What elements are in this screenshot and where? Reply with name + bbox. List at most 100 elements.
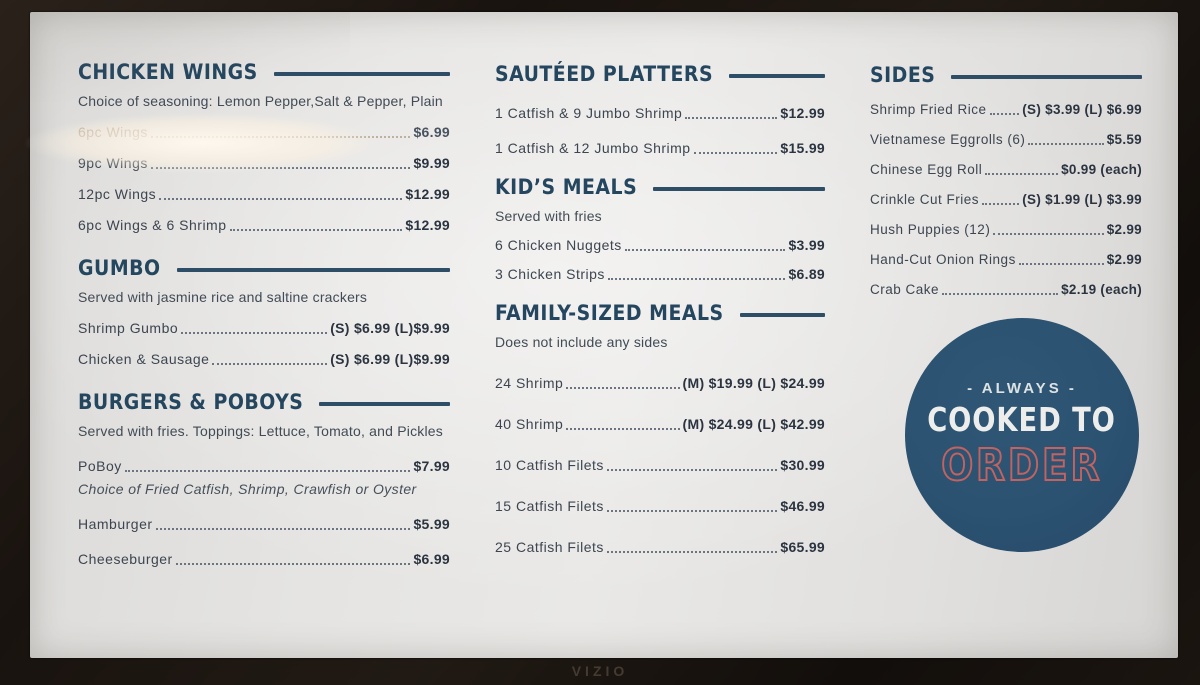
- item-name: 1 Catfish & 9 Jumbo Shrimp: [495, 105, 683, 121]
- item-price: (M) $19.99 (L) $24.99: [682, 375, 825, 391]
- section-items: PoBoy $7.99 Choice of Fried Catfish, Shrim…: [78, 458, 450, 568]
- menu-item: 3 Chicken Strips $6.89: [495, 266, 825, 283]
- section-title: KID’S MEALS: [495, 175, 638, 199]
- item-price: (S) $6.99 (L)$9.99: [330, 351, 450, 367]
- item-price: $12.99: [780, 105, 825, 121]
- section-rule: [319, 402, 450, 406]
- section-subtitle: Served with fries. Toppings: Lettuce, To…: [78, 423, 443, 439]
- menu-section: KID’S MEALS Served with fries 6 Chicken Nu…: [495, 175, 825, 283]
- menu-section: SAUTÉED PLATTERS 1 Catfish & 9 Jumbo Shri…: [495, 62, 825, 157]
- item-name: 10 Catfish Filets: [495, 457, 604, 473]
- item-name: Cheeseburger: [78, 551, 173, 567]
- item-price: $2.19 (each): [1061, 282, 1142, 297]
- section-subtitle: Does not include any sides: [495, 334, 668, 350]
- menu-item: Hush Puppies (12) $2.99: [870, 221, 1142, 238]
- item-price: $65.99: [780, 539, 825, 555]
- section-title-row: CHICKEN WINGS: [78, 60, 450, 85]
- menu-section: BURGERS & POBOYS Served with fries. Toppi…: [78, 390, 450, 568]
- item-name: Hush Puppies (12): [870, 222, 991, 237]
- dot-leader: [985, 173, 1059, 175]
- section-rule: [273, 72, 450, 76]
- menu-item: 1 Catfish & 9 Jumbo Shrimp $12.99: [495, 105, 825, 122]
- item-name: 15 Catfish Filets: [495, 498, 604, 514]
- section-items: 6 Chicken Nuggets $3.99 3 Chicken Strips $6…: [495, 237, 825, 283]
- section-rule: [176, 268, 450, 272]
- menu-section: FAMILY-SIZED MEALS Does not include any s…: [495, 301, 825, 556]
- item-name: Hamburger: [78, 516, 153, 532]
- section-rule: [951, 75, 1142, 79]
- dot-leader: [624, 249, 786, 251]
- dot-leader: [1028, 143, 1104, 145]
- item-price: $6.99: [413, 551, 450, 567]
- item-name: 25 Catfish Filets: [495, 539, 604, 555]
- item-price: $12.99: [405, 217, 450, 233]
- item-price: $5.99: [413, 516, 450, 532]
- menu-item: Hamburger $5.99: [78, 516, 450, 533]
- section-title: SIDES: [870, 63, 936, 87]
- menu-item: 1 Catfish & 12 Jumbo Shrimp $15.99: [495, 140, 825, 157]
- menu-section: GUMBO Served with jasmine rice and saltin…: [78, 256, 450, 368]
- item-price: $9.99: [413, 155, 450, 171]
- menu-column: CHICKEN WINGS Choice of seasoning: Lemon …: [78, 60, 450, 568]
- menu-item: 40 Shrimp (M) $24.99 (L) $42.99: [495, 416, 825, 433]
- menu-section: SIDES Shrimp Fried Rice (S) $3.99 (L) $6.9…: [870, 63, 1142, 298]
- item-price: (S) $6.99 (L)$9.99: [330, 320, 450, 336]
- item-price: $5.59: [1106, 132, 1142, 147]
- section-items: 6pc Wings $6.99 9pc Wings $9.99 12pc Wings $1…: [78, 124, 450, 234]
- menu-item: PoBoy $7.99: [78, 458, 450, 475]
- section-subtitle: Choice of seasoning: Lemon Pepper,Salt &…: [78, 93, 443, 109]
- item-name: 6pc Wings: [78, 124, 148, 140]
- item-price: (S) $1.99 (L) $3.99: [1022, 192, 1142, 207]
- badge-line-always: - ALWAYS -: [967, 379, 1077, 397]
- item-price: $7.99: [413, 458, 450, 474]
- section-title-row: BURGERS & POBOYS: [78, 390, 450, 415]
- item-name: Shrimp Gumbo: [78, 320, 179, 336]
- dot-leader: [606, 551, 778, 553]
- dot-leader: [993, 233, 1104, 235]
- dot-leader: [607, 278, 786, 280]
- section-title: CHICKEN WINGS: [78, 60, 258, 84]
- dot-leader: [566, 387, 680, 389]
- dot-leader: [982, 203, 1020, 205]
- item-name: 12pc Wings: [78, 186, 157, 202]
- section-title-row: KID’S MEALS: [495, 175, 825, 200]
- item-name: 24 Shrimp: [495, 375, 564, 391]
- item-price: $15.99: [780, 140, 825, 156]
- item-price: $46.99: [780, 498, 825, 514]
- cooked-to-order-badge: - ALWAYS - COOKED TO ORDER: [905, 318, 1139, 552]
- dot-leader: [212, 363, 328, 365]
- menu-screen: CHICKEN WINGS Choice of seasoning: Lemon …: [18, 12, 1178, 658]
- dot-leader: [942, 293, 1059, 295]
- section-items: 24 Shrimp (M) $19.99 (L) $24.99 40 Shrimp (…: [495, 375, 825, 556]
- dot-leader: [124, 470, 411, 472]
- item-name: Hand-Cut Onion Rings: [870, 252, 1016, 267]
- dot-leader: [150, 167, 411, 169]
- item-name: 6pc Wings & 6 Shrimp: [78, 217, 227, 233]
- item-price: $6.99: [413, 124, 450, 140]
- section-subtitle: Served with jasmine rice and saltine cra…: [78, 289, 368, 305]
- item-name: 9pc Wings: [78, 155, 148, 171]
- item-name: Chicken & Sausage: [78, 351, 210, 367]
- item-name: Chinese Egg Roll: [870, 162, 983, 177]
- menu-item: 6pc Wings $6.99: [78, 124, 450, 141]
- item-price: $2.99: [1106, 222, 1142, 237]
- dot-leader: [685, 117, 778, 119]
- dot-leader: [606, 510, 778, 512]
- section-items: Shrimp Fried Rice (S) $3.99 (L) $6.99 Viet…: [870, 101, 1142, 298]
- dot-leader: [229, 229, 403, 231]
- item-name: 1 Catfish & 12 Jumbo Shrimp: [495, 140, 691, 156]
- item-name: Crab Cake: [870, 282, 940, 297]
- item-price: $6.89: [788, 266, 825, 282]
- item-price: (S) $3.99 (L) $6.99: [1022, 102, 1142, 117]
- menu-item: 15 Catfish Filets $46.99: [495, 498, 825, 515]
- menu-item: 24 Shrimp (M) $19.99 (L) $24.99: [495, 375, 825, 392]
- section-title-row: SIDES: [870, 63, 1142, 88]
- menu-item: Cheeseburger $6.99: [78, 551, 450, 568]
- item-price: $2.99: [1106, 252, 1142, 267]
- dot-leader: [159, 198, 403, 200]
- item-name: 40 Shrimp: [495, 416, 564, 432]
- section-title-row: FAMILY-SIZED MEALS: [495, 301, 825, 326]
- menu-item: Chicken & Sausage (S) $6.99 (L)$9.99: [78, 351, 450, 368]
- section-subtitle: Served with fries: [495, 208, 602, 224]
- item-name: Shrimp Fried Rice: [870, 102, 987, 117]
